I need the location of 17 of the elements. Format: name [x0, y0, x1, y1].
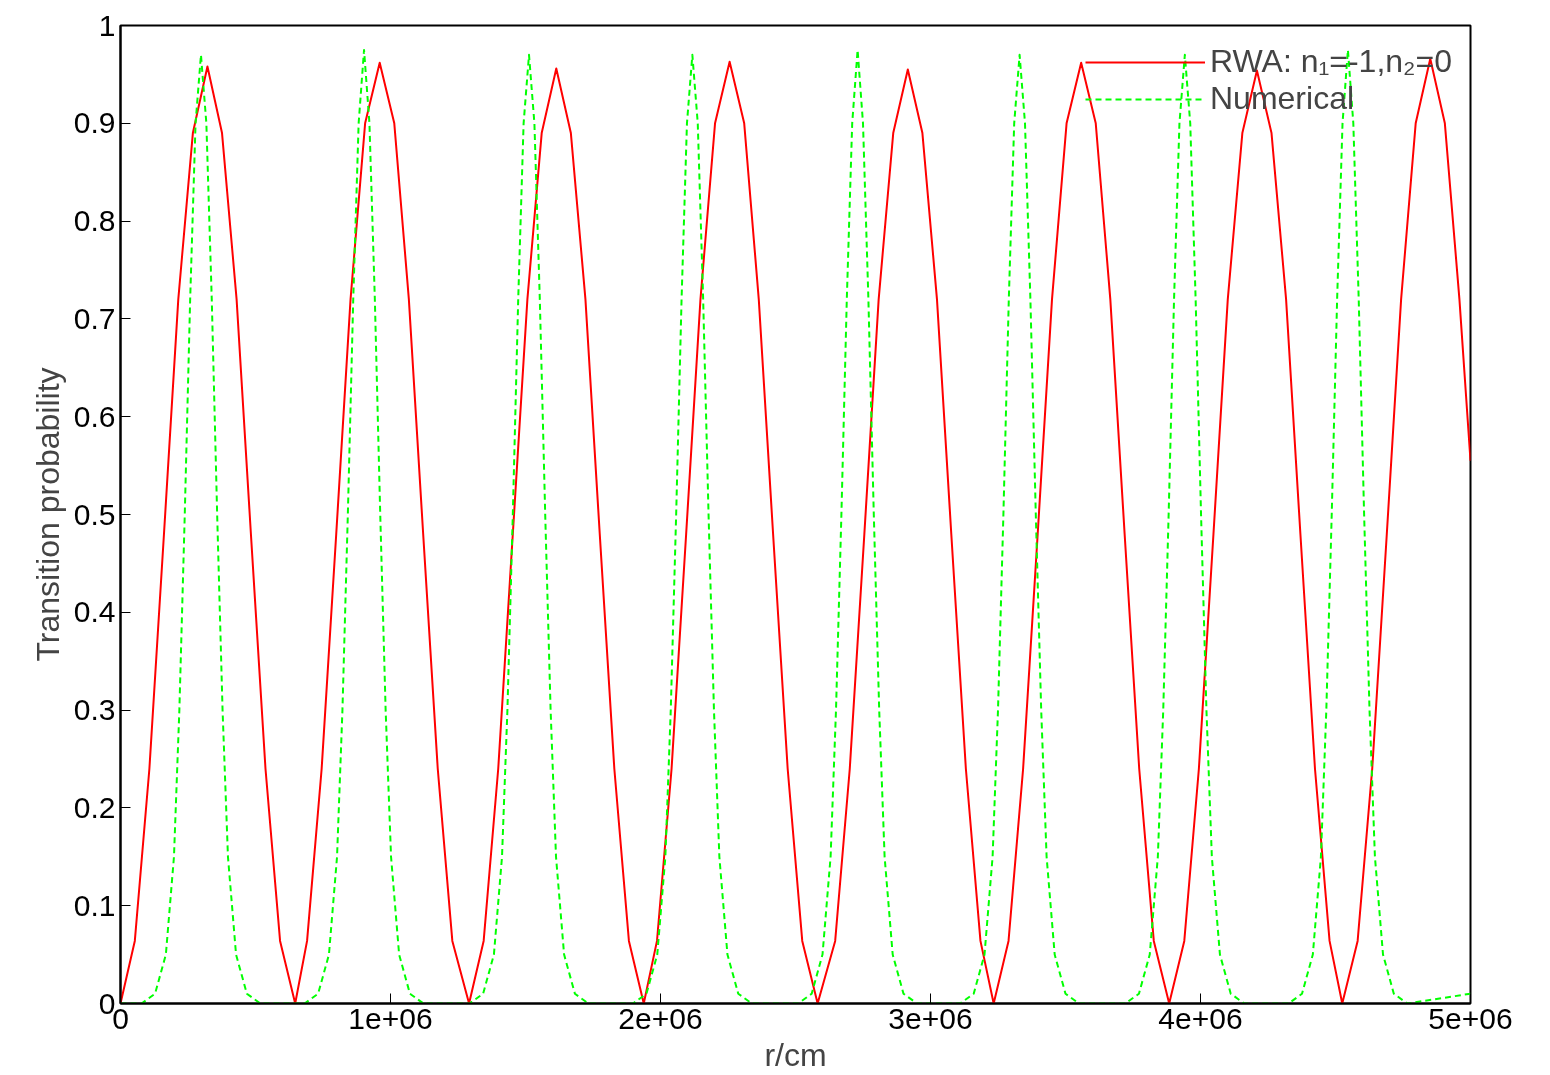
- y-tick-label: 0.6: [73, 399, 116, 433]
- x-tick-label: 3e+06: [888, 1001, 973, 1035]
- y-axis-title: Transition probability: [29, 367, 66, 662]
- x-tick-label: 4e+06: [1158, 1001, 1243, 1035]
- y-tick-label: 0.4: [73, 595, 116, 629]
- y-tick-label: 0.3: [73, 693, 116, 727]
- y-tick-label: 0.9: [73, 106, 116, 140]
- x-tick-label: 5e+06: [1428, 1001, 1513, 1035]
- y-tick-label: 0.8: [73, 204, 116, 238]
- x-tick-label: 1e+06: [348, 1001, 433, 1035]
- x-axis-title: r/cm: [764, 1036, 827, 1073]
- y-tick-label: 0.7: [73, 301, 116, 335]
- x-tick-label: 2e+06: [618, 1001, 703, 1035]
- y-tick-label: 1: [98, 8, 116, 42]
- y-tick-label: 0.5: [73, 497, 116, 531]
- y-tick-label: 0.1: [73, 888, 116, 922]
- y-tick-label: 0.2: [73, 790, 116, 824]
